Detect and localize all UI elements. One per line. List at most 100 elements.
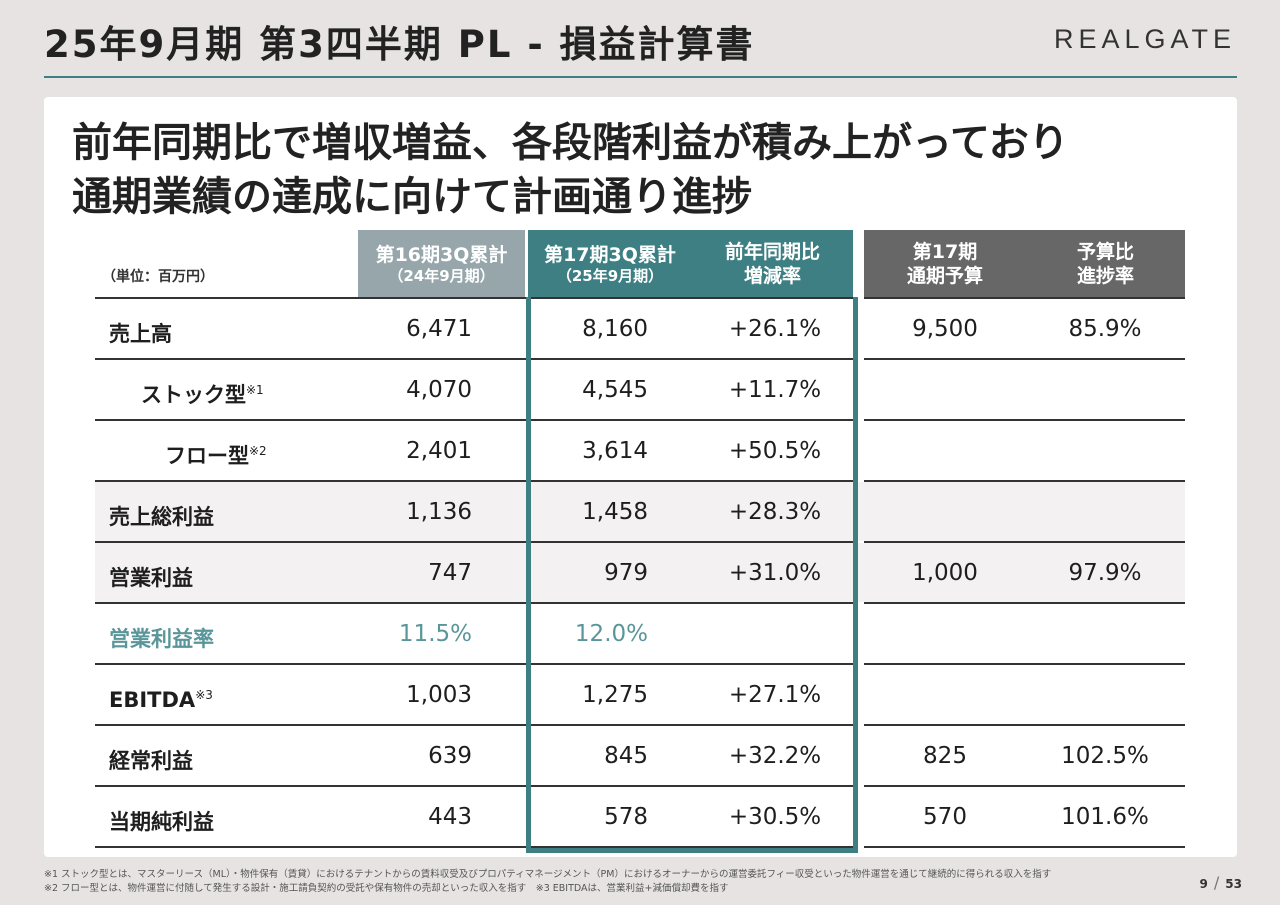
cell-cur: 979 — [604, 560, 648, 586]
cell-yoy: +30.5% — [728, 804, 822, 830]
column-header-budget-line2: 通期予算 — [906, 265, 983, 287]
row-label: 営業利益 — [109, 543, 193, 603]
row-divider — [95, 663, 1185, 665]
table-row-operating-profit: 営業利益 747 979 +31.0% 1,000 97.9% — [95, 543, 1185, 604]
cell-prev: 639 — [428, 743, 472, 769]
cell-budget: 570 — [923, 804, 967, 830]
column-header-prev-label: 第16期3Q累計 — [375, 244, 508, 266]
cell-budget — [865, 421, 1025, 481]
row-divider — [95, 541, 1185, 543]
headline: 前年同期比で増収増益、各段階利益が積み上がっており 通期業績の達成に向けて計画通… — [72, 116, 1069, 224]
cell-budget — [865, 482, 1025, 542]
cell-progress — [1025, 421, 1185, 481]
table-top-rule — [95, 297, 1185, 299]
column-header-yoy-line2: 増減率 — [743, 265, 801, 287]
cell-yoy: +28.3% — [728, 499, 822, 525]
page-current: 9 — [1199, 877, 1208, 891]
cell-cur: 3,614 — [582, 438, 648, 464]
cell-cur: 12.0% — [574, 621, 648, 647]
cell-yoy: +26.1% — [728, 316, 822, 342]
cell-prev: 1,136 — [406, 499, 472, 525]
footnote-2: ※2 フロー型とは、物件運営に付随して発生する設計・施工請負契約の受託や保有物件… — [44, 883, 729, 894]
row-label-text: フロー型 — [165, 444, 249, 468]
row-label-note: ※3 — [195, 688, 213, 702]
page-title: 25年9月期 第3四半期 PL - 損益計算書 — [44, 23, 755, 66]
row-label-text: ストック型 — [141, 383, 246, 407]
row-divider — [95, 785, 1185, 787]
row-label-text: 売上高 — [109, 322, 172, 346]
row-divider-gap — [853, 846, 864, 848]
column-header-yoy-line1: 前年同期比 — [724, 241, 820, 263]
row-divider-gap — [853, 602, 864, 604]
cell-progress: 101.6% — [1061, 804, 1149, 830]
cell-prev: 747 — [428, 560, 472, 586]
column-header-progress-line2: 進捗率 — [1076, 265, 1134, 287]
cell-cur: 578 — [604, 804, 648, 830]
table-row-stock: ストック型※1 4,070 4,545 +11.7% — [95, 360, 1185, 421]
table-row-ordinary-profit: 経常利益 639 845 +32.2% 825 102.5% — [95, 726, 1185, 787]
cell-cur: 8,160 — [582, 316, 648, 342]
row-divider-gap — [853, 663, 864, 665]
column-header-budget-line1: 第17期 — [912, 241, 978, 263]
cell-progress — [1025, 604, 1185, 664]
cell-yoy: +27.1% — [728, 682, 822, 708]
cell-budget — [865, 604, 1025, 664]
cell-progress — [1025, 482, 1185, 542]
row-label: 経常利益 — [109, 726, 193, 786]
footnotes: ※1 ストック型とは、マスターリース（ML）・物件保有（賃貸）におけるテナントか… — [44, 868, 1051, 896]
cell-budget: 825 — [923, 743, 967, 769]
row-divider — [95, 724, 1185, 726]
cell-yoy: +11.7% — [728, 377, 822, 403]
cell-yoy: +32.2% — [728, 743, 822, 769]
title-divider — [44, 76, 1237, 78]
column-header-progress-line1: 予算比 — [1076, 241, 1134, 263]
cell-budget — [865, 360, 1025, 420]
unit-label: （単位：百万円） — [102, 269, 214, 285]
cell-yoy: +31.0% — [728, 560, 822, 586]
cell-yoy: +50.5% — [728, 438, 822, 464]
row-label-text: 経常利益 — [109, 749, 193, 773]
row-divider — [95, 419, 1185, 421]
cell-budget: 9,500 — [912, 316, 978, 342]
row-divider — [95, 846, 1185, 848]
cell-budget: 1,000 — [912, 560, 978, 586]
cell-prev: 4,070 — [406, 377, 472, 403]
row-label-text: 当期純利益 — [109, 810, 214, 834]
row-divider-gap — [853, 724, 864, 726]
row-divider — [95, 358, 1185, 360]
table-row-flow: フロー型※2 2,401 3,614 +50.5% — [95, 421, 1185, 482]
cell-prev: 6,471 — [406, 316, 472, 342]
cell-cur: 1,458 — [582, 499, 648, 525]
row-label-note: ※1 — [246, 383, 264, 397]
row-label-text: EBITDA — [109, 688, 196, 712]
row-label: ストック型※1 — [141, 360, 264, 420]
footnote-1: ※1 ストック型とは、マスターリース（ML）・物件保有（賃貸）におけるテナントか… — [44, 869, 1052, 880]
cell-budget — [865, 665, 1025, 725]
row-label-text: 売上総利益 — [109, 505, 214, 529]
row-divider — [95, 602, 1185, 604]
row-divider-gap — [853, 785, 864, 787]
table-top-rule-gap — [853, 297, 864, 299]
page-total: 53 — [1225, 877, 1242, 891]
cell-prev: 11.5% — [398, 621, 472, 647]
cell-progress — [1025, 360, 1185, 420]
row-label: 営業利益率 — [109, 604, 214, 664]
page-number: 9 / 53 — [1200, 873, 1242, 892]
headline-line-1: 前年同期比で増収増益、各段階利益が積み上がっており — [72, 120, 1069, 166]
cell-progress: 97.9% — [1068, 560, 1142, 586]
table-row-operating-margin: 営業利益率 11.5% 12.0% — [95, 604, 1185, 665]
company-logo: REALGATE — [1053, 24, 1236, 54]
column-header-prev-3q: 第16期3Q累計 （24年9月期） — [358, 230, 525, 298]
cell-progress: 102.5% — [1061, 743, 1149, 769]
row-label-text: 営業利益率 — [109, 627, 214, 651]
column-header-progress: 予算比 進捗率 — [1026, 230, 1185, 298]
cell-cur: 4,545 — [582, 377, 648, 403]
row-divider-gap — [853, 358, 864, 360]
row-label-text: 営業利益 — [109, 566, 193, 590]
page-separator: / — [1213, 873, 1220, 892]
column-header-budget: 第17期 通期予算 — [864, 230, 1026, 298]
row-divider-gap — [853, 480, 864, 482]
row-label: 売上高 — [109, 299, 172, 359]
content-card — [44, 97, 1237, 857]
cell-cur: 1,275 — [582, 682, 648, 708]
